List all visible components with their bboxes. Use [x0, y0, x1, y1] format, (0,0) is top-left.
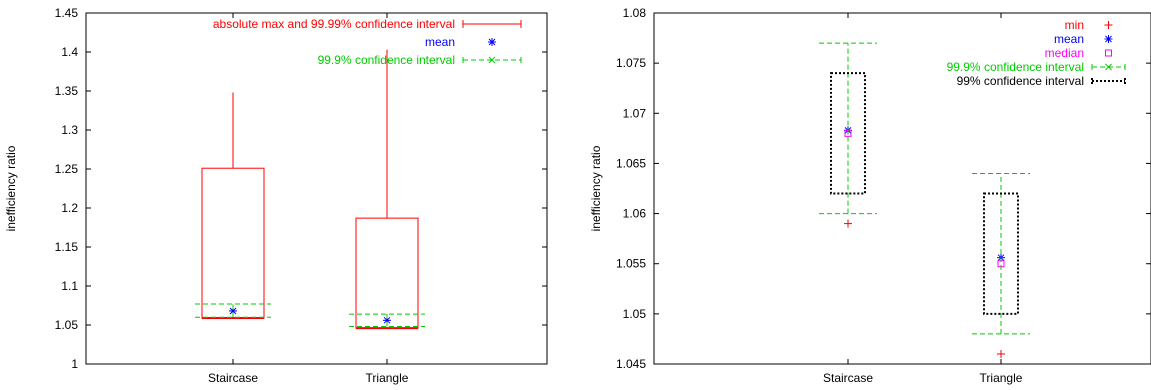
candle-box	[355, 217, 419, 329]
legend-sample	[1104, 35, 1113, 43]
legend-sample	[488, 38, 496, 46]
y-tick-label: 1.1	[61, 279, 78, 293]
y-tick-label: 1.35	[55, 84, 79, 98]
y-tick-label: 1.3	[61, 123, 78, 137]
legend-label: 99% confidence interval	[957, 74, 1084, 88]
legend-sample	[1105, 63, 1112, 71]
right-chart: 1.045 1.05 1.055 1.06 1.065 1.07 1.075 1.08 Stai…	[589, 6, 1151, 385]
y-tick-label: 1.07	[623, 106, 647, 120]
x-tick-label: Triangle	[980, 371, 1023, 385]
y-tick-label: 1.15	[55, 240, 79, 254]
plot-frame	[85, 12, 548, 365]
y-axis-title: inefficiency ratio	[4, 145, 18, 231]
legend-sample	[1104, 21, 1113, 29]
y-axis-title: inefficiency ratio	[589, 145, 603, 231]
y-tick-label: 1.2	[61, 201, 78, 215]
legend-sample-stroke	[1105, 35, 1112, 43]
y-tick-label: 1.065	[616, 156, 646, 170]
y-tick-label: 1.045	[616, 357, 646, 371]
x-tick-label: Staircase	[208, 371, 258, 385]
y-tick-label: 1.45	[55, 6, 79, 20]
mean-point-stroke	[229, 307, 237, 315]
legend-sample	[488, 56, 496, 64]
legend-sample-stroke	[1105, 63, 1112, 71]
legend-sample-stroke	[488, 56, 496, 64]
candle-box	[201, 167, 265, 319]
legend-label: 99.9% confidence interval	[318, 53, 455, 67]
legend-label: mean	[425, 35, 455, 49]
legend-label: mean	[1054, 32, 1084, 46]
legend-label: 99.9% confidence interval	[947, 60, 1084, 74]
mean-point-stroke	[383, 316, 391, 324]
legend-sample	[1105, 49, 1112, 57]
plot-frame	[653, 12, 1151, 365]
y-tick-label: 1.4	[61, 45, 78, 59]
y-tick-label: 1.08	[623, 6, 647, 20]
ci99-box	[830, 72, 866, 195]
legend-sample-stroke	[1105, 49, 1112, 57]
legend-sample-stroke	[488, 38, 496, 46]
legend-label: absolute max and 99.99% confidence inter…	[213, 17, 455, 31]
min-point	[997, 349, 1005, 358]
left-chart: 1 1.05 1.1 1.15 1.2 1.25 1.3 1.35 1.4 1.45 Stairca…	[4, 6, 548, 385]
y-tick-label: 1.25	[55, 162, 79, 176]
legend-label: median	[1045, 46, 1084, 60]
x-tick-label: Staircase	[823, 371, 873, 385]
y-tick-label: 1.075	[616, 56, 646, 70]
legend-label: min	[1065, 18, 1084, 32]
y-tick-label: 1.06	[623, 207, 647, 221]
y-tick-label: 1.055	[616, 257, 646, 271]
x-tick-label: Triangle	[366, 371, 409, 385]
ci99-box	[983, 192, 1019, 315]
y-tick-label: 1.05	[623, 307, 647, 321]
min-point	[844, 219, 852, 228]
y-tick-label: 1.05	[55, 318, 79, 332]
y-tick-label: 1	[71, 357, 78, 371]
